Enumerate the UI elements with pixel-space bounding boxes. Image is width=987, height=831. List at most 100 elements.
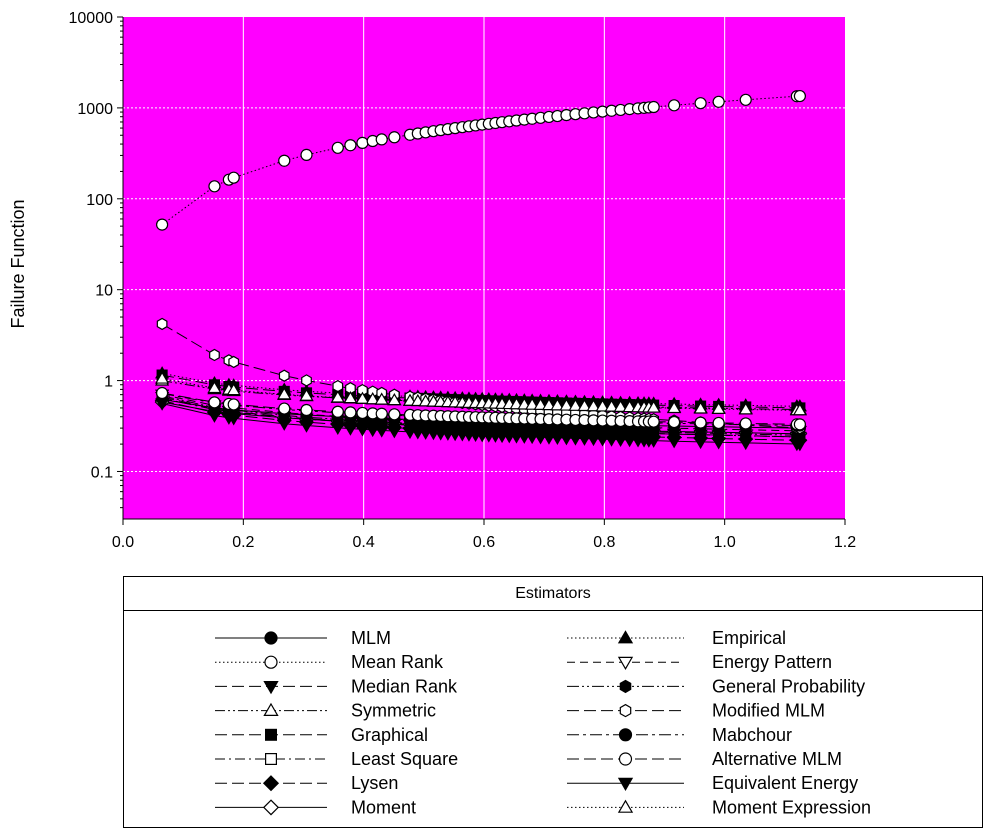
data-point xyxy=(613,434,628,447)
y-tick-label: 100 xyxy=(86,192,113,209)
legend-label: Empirical xyxy=(712,628,786,648)
data-point xyxy=(739,417,752,430)
legend-label: Lysen xyxy=(351,773,398,793)
data-point xyxy=(331,405,344,418)
data-point xyxy=(227,171,240,184)
legend-entry: Graphical xyxy=(215,725,428,745)
data-point xyxy=(693,401,708,414)
data-point xyxy=(330,390,345,403)
legend-label: Modified MLM xyxy=(712,701,825,721)
legend-marker xyxy=(617,630,634,644)
data-point xyxy=(622,434,637,448)
data-point xyxy=(647,100,660,114)
series-alternative-mlm xyxy=(156,386,806,431)
data-point xyxy=(343,423,358,436)
legend-label: Mabchour xyxy=(712,725,792,745)
y-tick-label: 10 xyxy=(95,283,113,300)
legend-marker xyxy=(265,728,278,741)
legend-marker xyxy=(617,777,634,791)
legend: Estimators MLM Mean Rank Median Rank Symmet… xyxy=(123,576,983,828)
legend-entry: Modified MLM xyxy=(567,701,825,721)
data-point xyxy=(586,433,601,447)
data-point xyxy=(550,432,565,446)
data-point xyxy=(559,433,574,446)
legend-marker xyxy=(262,775,280,792)
data-point xyxy=(365,392,380,405)
data-point xyxy=(388,131,401,144)
data-point xyxy=(278,154,291,167)
data-point xyxy=(541,397,557,411)
data-point xyxy=(299,388,314,401)
data-point xyxy=(793,418,806,431)
data-point xyxy=(738,402,753,415)
data-point xyxy=(300,148,313,161)
data-point xyxy=(374,392,389,405)
data-point xyxy=(344,139,357,152)
data-point xyxy=(693,436,708,450)
legend-marker xyxy=(262,799,280,816)
legend-entry: Symmetric xyxy=(215,701,436,721)
legend-label: Moment Expression xyxy=(712,797,871,817)
data-point xyxy=(738,437,753,451)
data-point xyxy=(667,400,682,414)
data-point xyxy=(622,399,637,413)
legend-entry: Empirical xyxy=(567,628,786,648)
legend-label: Least Square xyxy=(351,749,458,769)
legend-marker xyxy=(618,752,633,766)
legend-title: Estimators xyxy=(124,577,982,611)
legend-label: Median Rank xyxy=(351,676,458,696)
legend-label: Symmetric xyxy=(351,701,436,721)
data-point xyxy=(208,180,221,193)
data-point xyxy=(694,416,707,429)
data-point xyxy=(387,426,402,439)
data-point xyxy=(550,398,565,411)
legend-label: Mean Rank xyxy=(351,652,444,672)
data-point xyxy=(668,99,681,112)
data-point xyxy=(388,408,401,421)
data-point xyxy=(374,425,389,438)
data-point xyxy=(604,434,619,447)
data-point xyxy=(586,399,601,412)
data-point xyxy=(332,379,344,393)
data-point xyxy=(278,369,290,382)
grid xyxy=(123,17,845,519)
data-point xyxy=(330,422,345,435)
data-point xyxy=(711,401,726,414)
data-point xyxy=(227,398,240,411)
legend-entry: Median Rank xyxy=(215,676,458,696)
legend-entry: Alternative MLM xyxy=(567,749,842,769)
data-point xyxy=(646,400,661,413)
legend-marker xyxy=(264,655,278,669)
data-point xyxy=(301,374,312,387)
data-point xyxy=(207,410,222,423)
legend-marker xyxy=(264,631,278,645)
data-point xyxy=(712,416,725,430)
legend-entry: General Probability xyxy=(567,676,865,696)
data-point xyxy=(356,136,369,149)
data-point xyxy=(375,133,388,146)
data-point xyxy=(209,348,220,362)
series-equivalent-energy xyxy=(155,398,807,452)
y-tick-label: 0.1 xyxy=(91,464,113,481)
legend-label: Moment xyxy=(351,797,416,817)
data-point xyxy=(228,355,240,369)
series-layer xyxy=(154,89,808,452)
data-point xyxy=(277,387,292,400)
legend-marker xyxy=(617,656,634,670)
x-tick-label: 0.0 xyxy=(112,534,134,551)
data-point xyxy=(375,407,388,420)
legend-entry: Lysen xyxy=(215,773,398,793)
y-tick-label: 1 xyxy=(104,374,113,391)
data-point xyxy=(226,413,241,426)
data-point xyxy=(155,371,170,384)
legend-marker xyxy=(265,753,278,766)
legend-entry: Mabchour xyxy=(567,725,792,745)
data-point xyxy=(156,317,168,331)
legend-marker xyxy=(618,728,633,742)
x-tick-label: 0.8 xyxy=(593,534,615,551)
data-point xyxy=(568,398,583,411)
legend-entries: MLM Mean Rank Median Rank Symmetric Graphica… xyxy=(215,628,871,817)
data-point xyxy=(156,386,169,400)
x-tick-label: 1.0 xyxy=(714,534,736,551)
data-point xyxy=(277,418,292,431)
